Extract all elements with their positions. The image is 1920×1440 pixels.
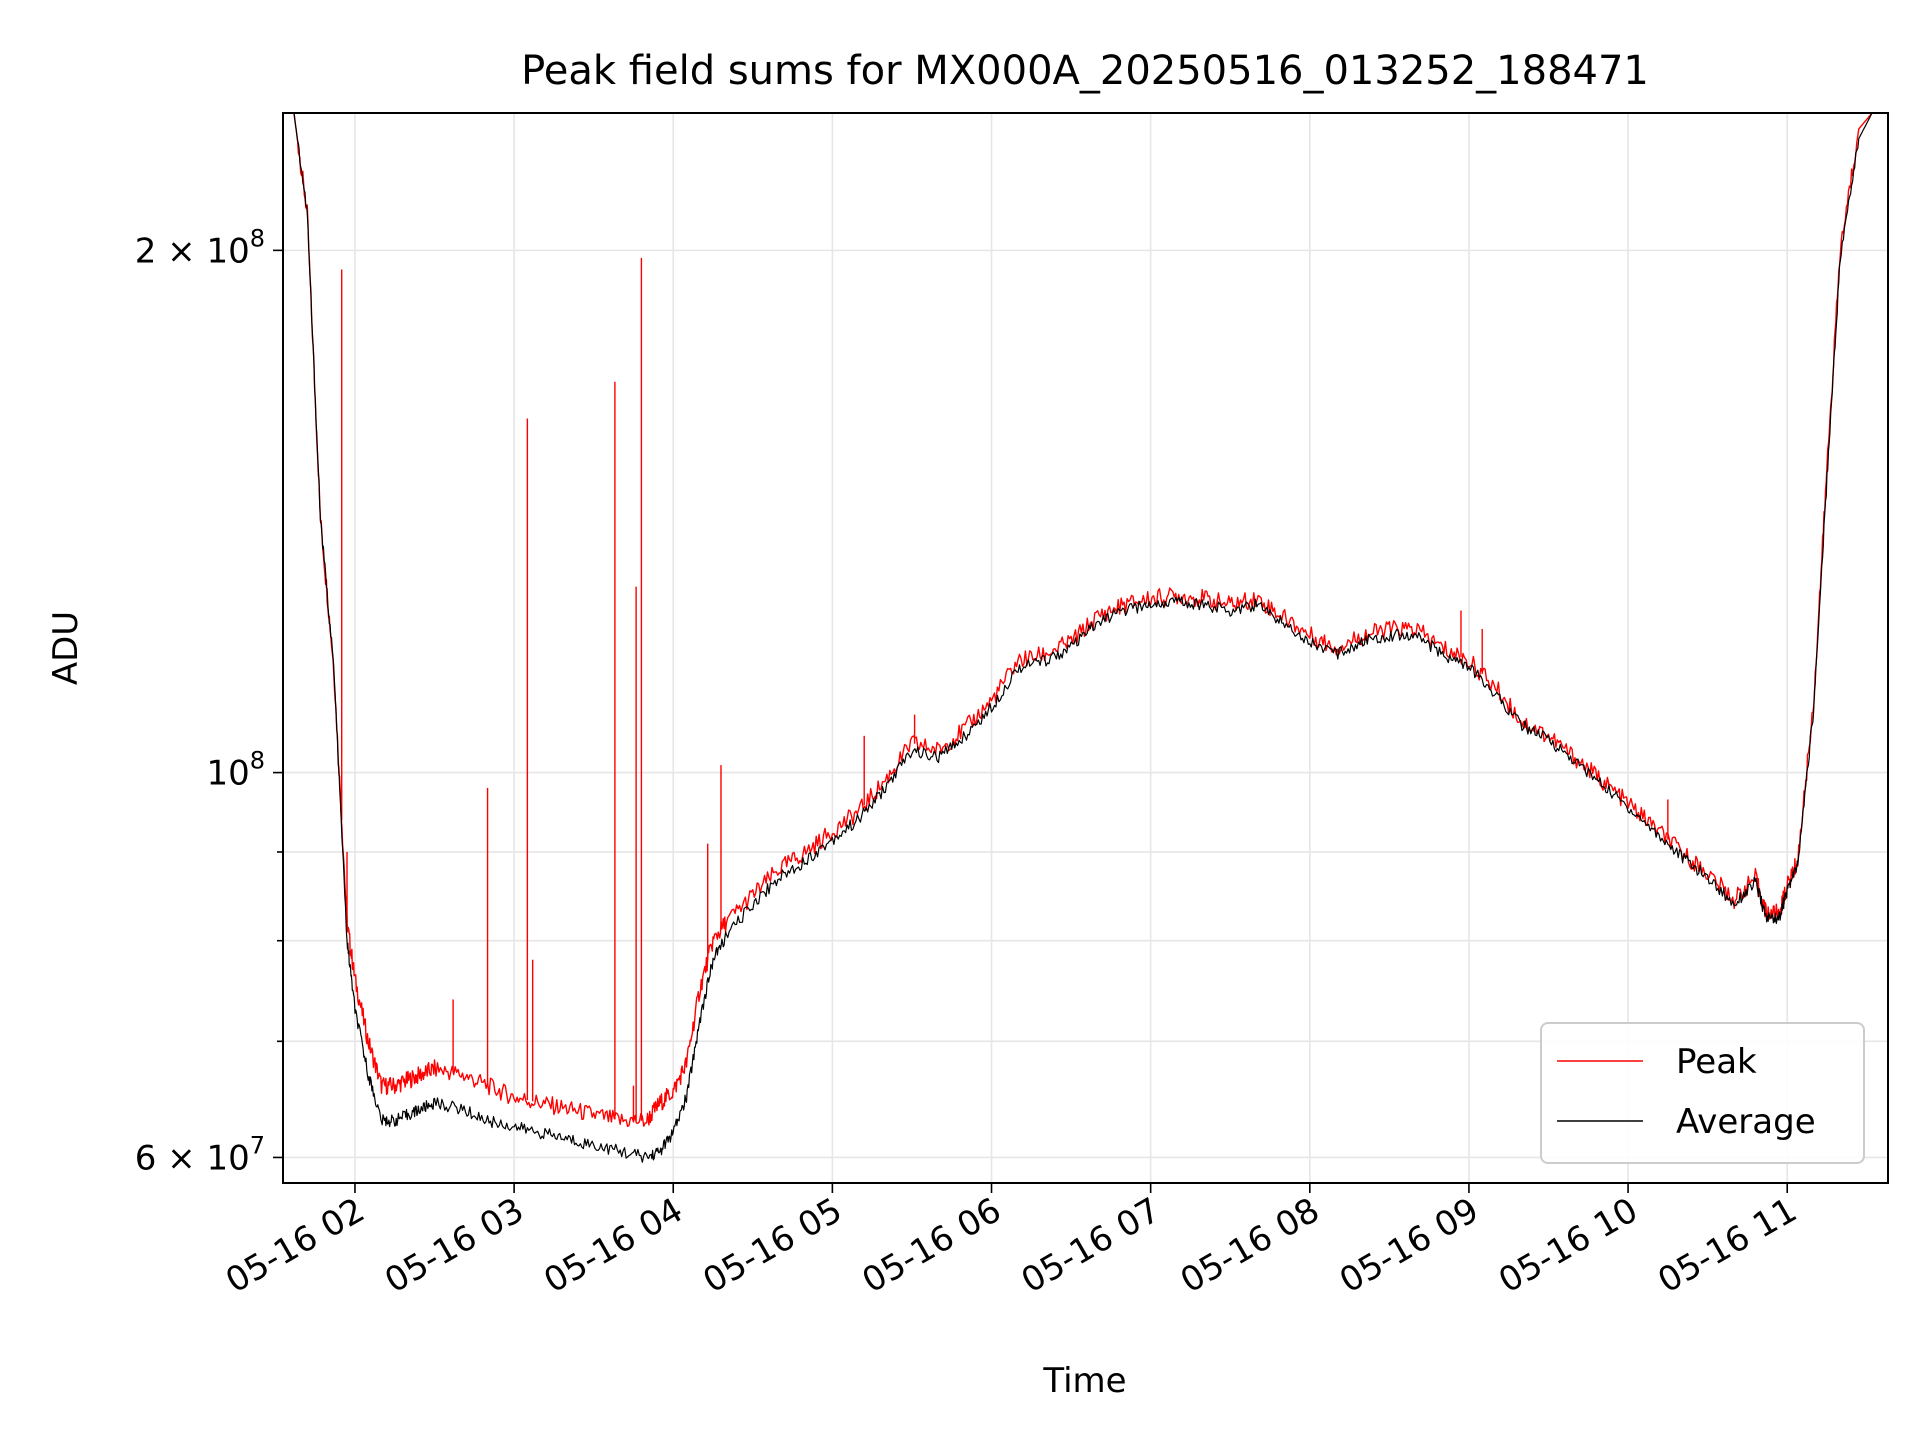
legend-peak-label: Peak [1676, 1042, 1757, 1082]
legend: Peak Average [1540, 1022, 1865, 1164]
y-tick-label: 2 × 108 [135, 224, 265, 271]
y-tick-label: 108 [206, 747, 265, 794]
series-line-average [283, 113, 1888, 1163]
plot-area [283, 113, 1888, 1163]
series-line-peak [283, 113, 1888, 1128]
chart-title: Peak field sums for MX000A_20250516_0132… [521, 48, 1649, 94]
y-axis-label: ADU [46, 611, 86, 685]
y-tick-label: 6 × 107 [135, 1131, 265, 1178]
legend-average-label: Average [1676, 1102, 1816, 1142]
x-axis-label: Time [1042, 1361, 1126, 1401]
legend-box [1540, 1022, 1865, 1164]
plot-frame [282, 112, 1889, 1184]
